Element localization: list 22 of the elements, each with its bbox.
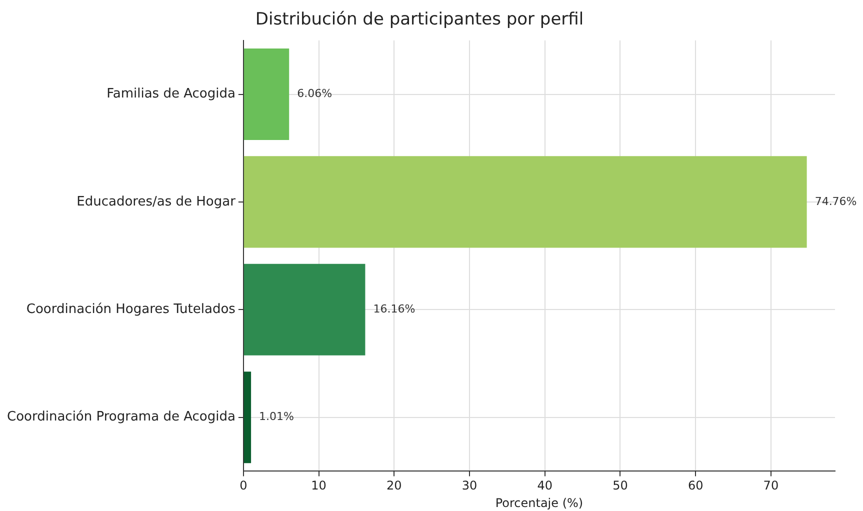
data-label: 1.01%	[259, 410, 294, 424]
chart-title: Distribución de participantes por perfil	[255, 10, 584, 30]
x-tick-label: 50	[612, 478, 628, 493]
x-tick-label: 40	[537, 478, 553, 493]
y-tick-label: Coordinación Programa de Acogida	[6, 410, 236, 425]
bar	[244, 372, 252, 464]
bar	[244, 156, 807, 248]
y-tick-label: Coordinación Hogares Tutelados	[26, 302, 236, 318]
bar	[244, 264, 366, 356]
x-tick-label: 20	[386, 478, 402, 493]
data-label: 16.16%	[373, 302, 416, 316]
data-label: 74.76%	[814, 194, 857, 208]
x-tick-label: 60	[688, 478, 704, 493]
x-tick-label: 10	[311, 478, 326, 493]
y-tick-label: Educadores/as de Hogar	[76, 194, 236, 210]
y-tick-label: Familias de Acogida	[106, 86, 236, 102]
x-axis-title: Porcentaje (%)	[495, 496, 584, 510]
x-tick-label: 30	[462, 478, 478, 493]
x-tick-label: 70	[763, 478, 779, 493]
x-tick-label: 0	[240, 478, 248, 493]
data-label: 6.06%	[297, 87, 332, 100]
bar	[244, 48, 290, 140]
